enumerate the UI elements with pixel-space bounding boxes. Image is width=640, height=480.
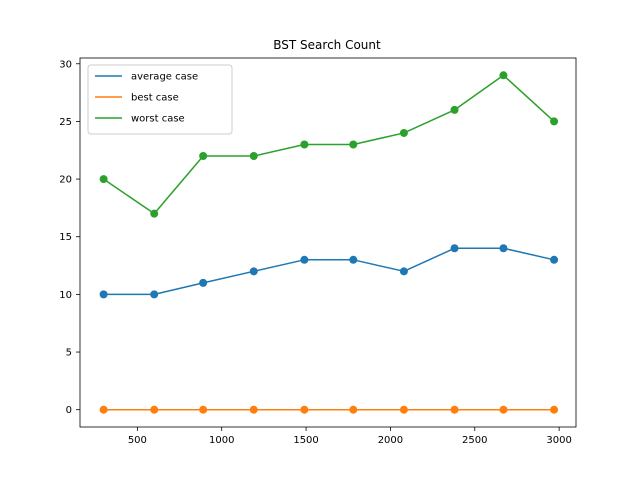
y-tick-label: 5 [66,348,72,359]
data-point-worst-case [499,71,508,80]
y-axis: 0 5 10 15 20 25 30 [59,59,80,416]
series-layer [99,71,559,414]
series-line-worst-case [103,74,555,215]
series-best-case [99,405,559,414]
data-point-average-case [300,255,309,264]
x-tick-label: 1000 [209,435,234,446]
data-point-worst-case [300,140,309,149]
data-point-average-case [249,267,258,276]
data-point-average-case [499,244,508,253]
data-point-average-case [349,255,358,264]
y-tick-label: 30 [59,59,72,70]
x-axis: 500 1000 1500 2000 2500 3000 [128,427,572,446]
data-point-average-case [450,244,459,253]
data-point-average-case [99,290,108,299]
data-point-best-case [99,405,108,414]
x-tick-label: 2500 [462,435,487,446]
data-point-worst-case [349,140,358,149]
data-point-best-case [249,405,258,414]
data-point-best-case [300,405,309,414]
data-point-worst-case [550,117,559,126]
x-tick-label: 3000 [546,435,571,446]
legend-label-worst-case: worst case [131,114,185,125]
data-point-worst-case [249,152,258,161]
y-tick-label: 15 [59,232,72,243]
data-point-average-case [150,290,159,299]
legend-label-average-case: average case [131,72,198,83]
data-point-best-case [550,405,559,414]
legend-box [87,64,233,135]
y-tick-label: 25 [59,117,72,128]
series-average-case [99,244,559,299]
data-point-best-case [499,405,508,414]
data-point-worst-case [450,105,459,114]
legend: average case best case worst case [87,64,233,135]
data-point-average-case [399,267,408,276]
data-point-worst-case [199,152,208,161]
data-point-worst-case [99,175,108,184]
series-worst-case [99,71,559,218]
legend-label-best-case: best case [131,93,179,104]
chart-title: BST Search Count [273,38,381,52]
x-tick-label: 2000 [378,435,403,446]
data-point-best-case [199,405,208,414]
data-point-average-case [199,278,208,287]
data-point-average-case [550,255,559,264]
data-point-best-case [349,405,358,414]
data-point-best-case [450,405,459,414]
plot-area-frame [79,57,577,428]
y-tick-label: 20 [59,175,72,186]
data-point-worst-case [150,209,159,218]
data-point-best-case [150,405,159,414]
data-point-worst-case [399,128,408,137]
y-tick-label: 0 [66,405,72,416]
series-line-average-case [103,247,555,296]
data-point-best-case [399,405,408,414]
y-tick-label: 10 [59,290,72,301]
x-tick-label: 500 [128,435,147,446]
x-tick-label: 1500 [293,435,318,446]
